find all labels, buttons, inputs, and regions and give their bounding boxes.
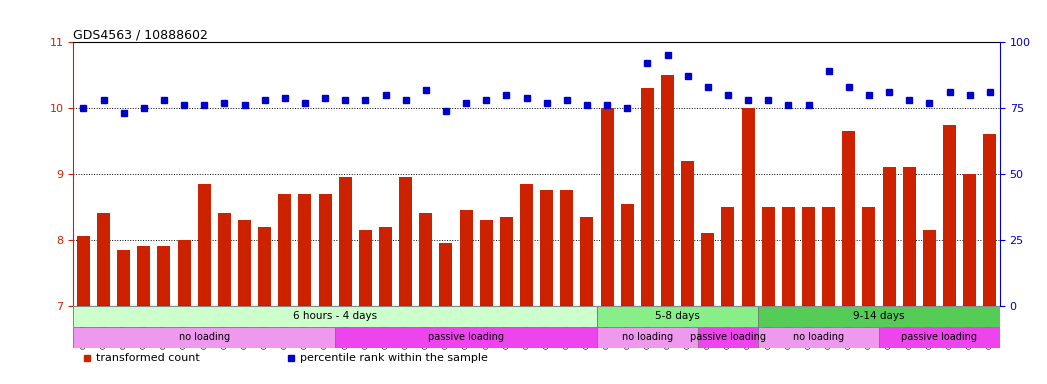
Text: passive loading: passive loading — [901, 332, 978, 342]
Bar — [741, 108, 755, 306]
Bar — [73, 306, 597, 327]
Bar — [359, 230, 372, 306]
Bar — [520, 184, 533, 306]
Bar — [641, 88, 654, 306]
Bar — [480, 220, 493, 306]
Bar — [697, 327, 758, 348]
Bar — [822, 207, 836, 306]
Bar — [198, 184, 210, 306]
Text: percentile rank within the sample: percentile rank within the sample — [300, 353, 488, 363]
Bar — [379, 227, 392, 306]
Bar — [597, 327, 697, 348]
Bar — [318, 194, 332, 306]
Text: no loading: no loading — [622, 332, 673, 342]
Text: 9-14 days: 9-14 days — [853, 311, 905, 321]
Bar — [597, 306, 758, 327]
Bar — [963, 174, 976, 306]
Bar — [661, 75, 674, 306]
Bar — [721, 207, 735, 306]
Bar — [883, 167, 895, 306]
Bar — [758, 306, 1000, 327]
Bar — [117, 250, 130, 306]
Text: passive loading: passive loading — [428, 332, 504, 342]
Bar — [983, 134, 997, 306]
Bar — [279, 194, 291, 306]
Bar — [863, 207, 875, 306]
Bar — [218, 214, 231, 306]
Bar — [137, 247, 151, 306]
Bar — [540, 190, 553, 306]
Bar — [399, 177, 413, 306]
Bar — [338, 177, 352, 306]
Text: no loading: no loading — [179, 332, 229, 342]
Bar — [621, 204, 633, 306]
Bar — [419, 214, 432, 306]
Bar — [842, 131, 855, 306]
Bar — [682, 161, 694, 306]
Bar — [76, 237, 90, 306]
Bar — [97, 214, 110, 306]
Bar — [601, 108, 614, 306]
Bar — [259, 227, 271, 306]
Bar — [943, 124, 956, 306]
Text: GDS4563 / 10888602: GDS4563 / 10888602 — [73, 28, 208, 41]
Bar — [238, 220, 251, 306]
Bar — [922, 230, 936, 306]
Bar — [802, 207, 815, 306]
Text: no loading: no loading — [793, 332, 844, 342]
Bar — [157, 247, 171, 306]
Bar — [580, 217, 594, 306]
Bar — [335, 327, 597, 348]
Text: transformed count: transformed count — [96, 353, 200, 363]
Bar — [782, 207, 795, 306]
Bar — [460, 210, 472, 306]
Bar — [178, 240, 191, 306]
Bar — [761, 207, 775, 306]
Text: 6 hours - 4 days: 6 hours - 4 days — [293, 311, 377, 321]
Bar — [298, 194, 312, 306]
Bar — [879, 327, 1000, 348]
Bar — [499, 217, 513, 306]
Bar — [758, 327, 879, 348]
Bar — [701, 233, 714, 306]
Text: 5-8 days: 5-8 days — [655, 311, 700, 321]
Bar — [903, 167, 916, 306]
Text: passive loading: passive loading — [690, 332, 766, 342]
Bar — [440, 243, 452, 306]
Bar — [560, 190, 574, 306]
Bar — [73, 327, 335, 348]
